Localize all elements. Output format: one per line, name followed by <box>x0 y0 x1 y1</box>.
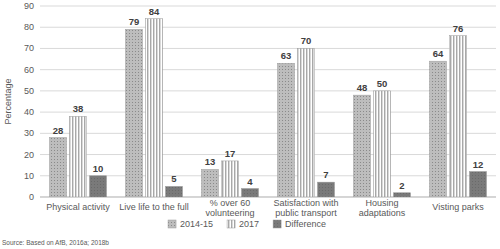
x-tick-label: Housingadaptations <box>359 198 406 218</box>
data-label: 13 <box>205 156 216 167</box>
bar <box>70 116 87 197</box>
data-label: 10 <box>93 163 104 174</box>
grid-line <box>40 133 496 134</box>
data-label: 28 <box>53 125 64 136</box>
data-label: 64 <box>433 48 444 59</box>
grid-line <box>40 69 496 70</box>
y-tick-label: 10 <box>24 171 34 181</box>
data-label: 17 <box>225 148 236 159</box>
y-tick-label: 50 <box>24 86 34 96</box>
grid-line <box>40 154 496 155</box>
bar <box>394 193 411 197</box>
grid-line <box>40 6 496 7</box>
data-label: 48 <box>357 82 368 93</box>
bar <box>222 161 239 197</box>
legend-swatch <box>227 220 235 228</box>
y-tick-label: 80 <box>24 22 34 32</box>
grid-line <box>40 112 496 113</box>
data-label: 7 <box>323 169 328 180</box>
bar <box>166 186 183 197</box>
y-tick-label: 40 <box>24 107 34 117</box>
x-tick-label: % over 60volunteering <box>205 198 254 218</box>
y-axis-label: Percentage <box>3 78 13 124</box>
bar <box>90 176 107 197</box>
bar <box>470 172 487 197</box>
bar <box>242 189 259 197</box>
legend-swatch <box>168 220 176 228</box>
data-label: 2 <box>399 180 404 191</box>
grid-line <box>40 90 496 91</box>
data-label: 70 <box>301 35 312 46</box>
y-tick-label: 90 <box>24 1 34 11</box>
legend-label: 2017 <box>239 219 259 229</box>
bar <box>50 138 67 197</box>
grid-line <box>40 197 496 198</box>
legend-swatch <box>273 220 281 228</box>
bar <box>374 91 391 197</box>
y-tick-label: 60 <box>24 65 34 75</box>
x-tick-label: Visting parks <box>432 202 484 212</box>
data-labels: 28 38 10 79 84 5 13 17 4 63 70 7 48 50 2 64 76 12 <box>53 6 484 191</box>
y-tick-label: 30 <box>24 128 34 138</box>
bar <box>298 48 315 197</box>
data-label: 4 <box>247 176 253 187</box>
data-label: 38 <box>73 103 84 114</box>
legend: 2014-15 2017 Difference <box>168 219 326 229</box>
chart: 0 10 20 30 40 50 60 70 80 90 Percentage 28 38 10 79 84 5… <box>0 0 500 249</box>
legend-label: 2014-15 <box>180 219 213 229</box>
x-tick-label: Satisfaction withpublic transport <box>273 198 338 218</box>
source-note: Source: Based on AfB, 2016a; 2018b <box>2 239 109 246</box>
grid-line <box>40 175 496 176</box>
legend-label: Difference <box>285 219 326 229</box>
bar <box>430 61 447 197</box>
grid-line <box>40 48 496 49</box>
bar <box>278 63 295 197</box>
bar <box>318 182 335 197</box>
data-label: 76 <box>453 23 464 34</box>
grid-line <box>40 27 496 28</box>
x-axis <box>40 197 496 198</box>
bar <box>146 19 163 197</box>
data-label: 79 <box>129 16 140 27</box>
bar <box>202 169 219 197</box>
bar <box>450 36 467 197</box>
data-label: 63 <box>281 50 292 61</box>
x-tick-label: Live life to the full <box>119 202 189 212</box>
y-tick-label: 0 <box>29 192 34 202</box>
data-label: 84 <box>149 6 160 17</box>
y-tick-label: 70 <box>24 43 34 53</box>
x-tick-label: Physical activity <box>46 202 110 212</box>
data-label: 5 <box>171 173 177 184</box>
bar <box>126 29 143 197</box>
data-label: 12 <box>473 159 484 170</box>
bar <box>354 95 371 197</box>
bars <box>50 19 487 197</box>
y-tick-label: 20 <box>24 150 34 160</box>
data-label: 50 <box>377 78 388 89</box>
